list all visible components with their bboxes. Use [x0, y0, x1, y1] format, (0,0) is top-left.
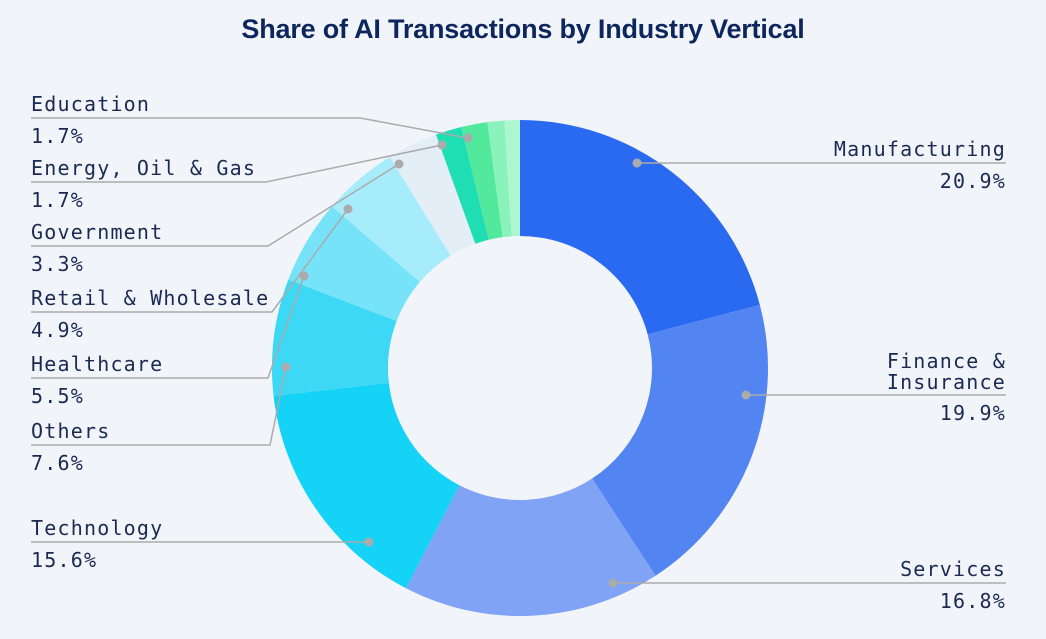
leader-dot-education	[463, 133, 473, 143]
slice-value-government: 3.3%	[31, 252, 84, 276]
callout-manufacturing: Manufacturing 20.9%	[632, 137, 1006, 193]
callout-technology: Technology 15.6%	[31, 516, 374, 572]
callout-others: Others 7.6%	[31, 362, 291, 475]
callout-retail-wholesale: Retail & Wholesale 4.9%	[31, 204, 353, 342]
donut-slice-healthcare[interactable]	[288, 206, 420, 321]
slice-label-others: Others	[31, 419, 110, 443]
donut-slice-unlabeled-1[interactable]	[487, 120, 512, 238]
callout-healthcare: Healthcare 5.5%	[31, 271, 309, 408]
chart-title: Share of AI Transactions by Industry Ver…	[241, 14, 805, 44]
donut-slice-finance-insurance[interactable]	[592, 304, 769, 576]
slice-value-retail-wholesale: 4.9%	[31, 318, 84, 342]
slice-value-healthcare: 5.5%	[31, 384, 84, 408]
slice-label-education: Education	[31, 92, 150, 116]
slice-label-government: Government	[31, 220, 163, 244]
leader-dot-energy-oil-gas	[437, 140, 447, 150]
leader-dot-retail-wholesale	[343, 204, 353, 214]
slice-value-finance-insurance: 19.9%	[940, 401, 1006, 425]
callout-finance-insurance: Finance &Insurance 19.9%	[741, 349, 1006, 425]
leader-dot-others	[281, 362, 291, 372]
leader-line-government	[31, 163, 400, 247]
slice-label-energy-oil-gas: Energy, Oil & Gas	[31, 156, 256, 180]
leader-dot-services	[608, 578, 618, 588]
slice-label-technology: Technology	[31, 516, 163, 540]
leader-line-healthcare	[31, 275, 305, 379]
leader-dot-technology	[364, 537, 374, 547]
slice-value-services: 16.8%	[940, 589, 1006, 613]
donut-slice-unlabeled-2[interactable]	[504, 120, 520, 237]
slice-value-others: 7.6%	[31, 451, 84, 475]
donut-slice-manufacturing[interactable]	[520, 120, 760, 335]
slice-value-energy-oil-gas: 1.7%	[31, 188, 84, 212]
leader-line-energy-oil-gas	[31, 144, 443, 183]
slice-value-manufacturing: 20.9%	[940, 169, 1006, 193]
callout-energy-oil-gas: Energy, Oil & Gas 1.7%	[31, 140, 447, 212]
slice-label-retail-wholesale: Retail & Wholesale	[31, 286, 269, 310]
callout-services: Services 16.8%	[608, 557, 1006, 613]
slice-value-education: 1.7%	[31, 124, 84, 148]
leader-line-others	[31, 366, 287, 446]
leader-dot-healthcare	[299, 271, 309, 281]
slice-label-finance-insurance-line1: Finance &	[887, 349, 1006, 373]
slice-label-finance-insurance-line2: Insurance	[887, 370, 1006, 394]
callout-government: Government 3.3%	[31, 159, 404, 276]
slice-value-technology: 15.6%	[31, 548, 97, 572]
slice-label-services: Services	[900, 557, 1006, 581]
donut-slice-others[interactable]	[271, 279, 397, 396]
leader-dot-finance-insurance	[741, 390, 751, 400]
leader-dot-manufacturing	[632, 158, 642, 168]
donut-slice-energy-oil-gas[interactable]	[435, 127, 489, 244]
leader-dot-government	[394, 159, 404, 169]
slice-label-healthcare: Healthcare	[31, 352, 163, 376]
leader-line-education	[31, 117, 469, 139]
leader-line-retail-wholesale	[31, 208, 349, 313]
donut-slice-education[interactable]	[461, 122, 503, 240]
donut-slice-government[interactable]	[389, 134, 476, 256]
callout-education: Education 1.7%	[31, 92, 473, 148]
slice-label-manufacturing: Manufacturing	[834, 137, 1006, 161]
donut-slice-technology[interactable]	[273, 382, 460, 589]
donut-slice-services[interactable]	[406, 478, 656, 617]
